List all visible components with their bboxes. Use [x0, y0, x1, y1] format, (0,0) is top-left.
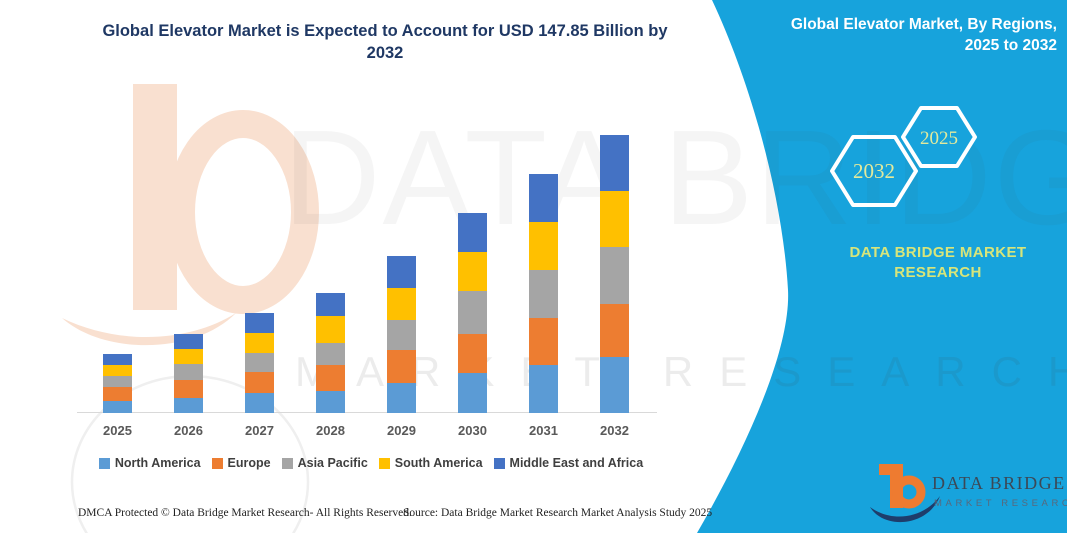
bar-segment-2032-europe: [600, 303, 629, 358]
legend-item-middle-east-and-africa: Middle East and Africa: [493, 456, 644, 470]
footer-dmca-text: DMCA Protected © Data Bridge Market Rese…: [78, 507, 412, 519]
x-axis-label-2029: 2029: [387, 423, 416, 438]
bar-2026: [174, 334, 203, 413]
bar-segment-2026-europe: [174, 380, 203, 398]
bar-segment-2026-south-america: [174, 349, 203, 365]
footer-source-text: Source: Data Bridge Market Research Mark…: [403, 507, 713, 519]
hexagon-2025: [901, 106, 977, 168]
hexagon-2025-label: 2025: [920, 128, 958, 149]
bar-2028: [316, 293, 345, 413]
bar-segment-2025-north-america: [103, 401, 132, 413]
x-axis-label-2025: 2025: [103, 423, 132, 438]
bar-segment-2028-asia-pacific: [316, 343, 345, 366]
legend-label: Middle East and Africa: [509, 456, 644, 470]
bar-segment-2029-asia-pacific: [387, 319, 416, 351]
page-title: Global Elevator Market is Expected to Ac…: [102, 22, 668, 62]
bar-2027: [245, 313, 274, 413]
bar-segment-2025-south-america: [103, 365, 132, 377]
bar-segment-2032-south-america: [600, 191, 629, 248]
x-axis-label-2027: 2027: [245, 423, 274, 438]
legend-swatch: [281, 457, 293, 469]
legend-swatch: [211, 457, 223, 469]
bar-segment-2031-north-america: [529, 364, 558, 413]
bar-segment-2032-north-america: [600, 357, 629, 413]
x-axis-line: [77, 412, 657, 413]
data-bridge-logo: DATA BRIDGE MARKET RESEARCH: [870, 464, 1067, 523]
legend-item-europe: Europe: [211, 456, 271, 470]
bar-segment-2031-europe: [529, 317, 558, 365]
legend-label: South America: [394, 456, 483, 470]
bar-2031: [529, 174, 558, 413]
bar-2025: [103, 354, 132, 413]
logo-b-bowl: [892, 475, 926, 509]
x-axis-label-2028: 2028: [316, 423, 345, 438]
logo-swoosh: [870, 496, 940, 523]
legend-swatch: [493, 457, 505, 469]
bar-segment-2030-south-america: [458, 251, 487, 291]
bar-segment-2030-north-america: [458, 372, 487, 413]
bar-segment-2026-north-america: [174, 397, 203, 413]
bar-segment-2029-europe: [387, 350, 416, 383]
legend-label: Europe: [227, 456, 271, 470]
legend-label: North America: [114, 456, 201, 470]
side-panel-title: Global Elevator Market, By Regions, 2025…: [790, 16, 1057, 54]
legend-item-north-america: North America: [98, 456, 201, 470]
bar-segment-2026-asia-pacific: [174, 364, 203, 381]
bar-segment-2028-south-america: [316, 316, 345, 344]
bar-segment-2029-middle-east-and-africa: [387, 256, 416, 288]
chart-legend: North America Europe Asia Pacific South Ame…: [66, 456, 676, 470]
legend-item-asia-pacific: Asia Pacific: [281, 456, 368, 470]
bar-segment-2027-europe: [245, 371, 274, 393]
bar-segment-2028-europe: [316, 365, 345, 391]
x-axis-label-2026: 2026: [174, 423, 203, 438]
side-panel-brand-text: DATA BRIDGE MARKET RESEARCH: [849, 244, 1027, 281]
bar-segment-2030-asia-pacific: [458, 290, 487, 334]
bar-segment-2032-middle-east-and-africa: [600, 135, 629, 192]
bar-segment-2032-asia-pacific: [600, 247, 629, 304]
bar-segment-2027-south-america: [245, 333, 274, 353]
logo-wordmark: DATA BRIDGE: [932, 473, 1066, 493]
bar-segment-2030-europe: [458, 333, 487, 373]
watermark-b-bowl: [167, 110, 319, 314]
bar-segment-2027-north-america: [245, 392, 274, 413]
x-axis-label-2031: 2031: [529, 423, 558, 438]
legend-label: Asia Pacific: [297, 456, 368, 470]
bar-segment-2025-middle-east-and-africa: [103, 354, 132, 366]
bar-segment-2025-europe: [103, 386, 132, 401]
x-axis-label-2032: 2032: [600, 423, 629, 438]
legend-swatch: [378, 457, 390, 469]
legend-item-south-america: South America: [378, 456, 483, 470]
bar-2030: [458, 213, 487, 413]
logo-subtitle: MARKET RESEARCH: [934, 498, 1067, 509]
bar-segment-2027-asia-pacific: [245, 352, 274, 372]
bar-segment-2028-north-america: [316, 390, 345, 413]
bar-segment-2030-middle-east-and-africa: [458, 213, 487, 252]
x-axis-label-2030: 2030: [458, 423, 487, 438]
bar-segment-2029-south-america: [387, 287, 416, 320]
legend-swatch: [98, 457, 110, 469]
bar-segment-2029-north-america: [387, 382, 416, 413]
bar-segment-2031-asia-pacific: [529, 269, 558, 318]
bar-segment-2027-middle-east-and-africa: [245, 313, 274, 334]
bar-2029: [387, 256, 416, 413]
bar-segment-2026-middle-east-and-africa: [174, 334, 203, 350]
hexagon-2032-label: 2032: [853, 159, 895, 183]
bar-segment-2025-asia-pacific: [103, 376, 132, 387]
bar-segment-2031-south-america: [529, 222, 558, 270]
bar-2032: [600, 135, 629, 413]
bar-segment-2028-middle-east-and-africa: [316, 293, 345, 317]
hexagon-2032: [830, 135, 918, 207]
bar-segment-2031-middle-east-and-africa: [529, 174, 558, 223]
